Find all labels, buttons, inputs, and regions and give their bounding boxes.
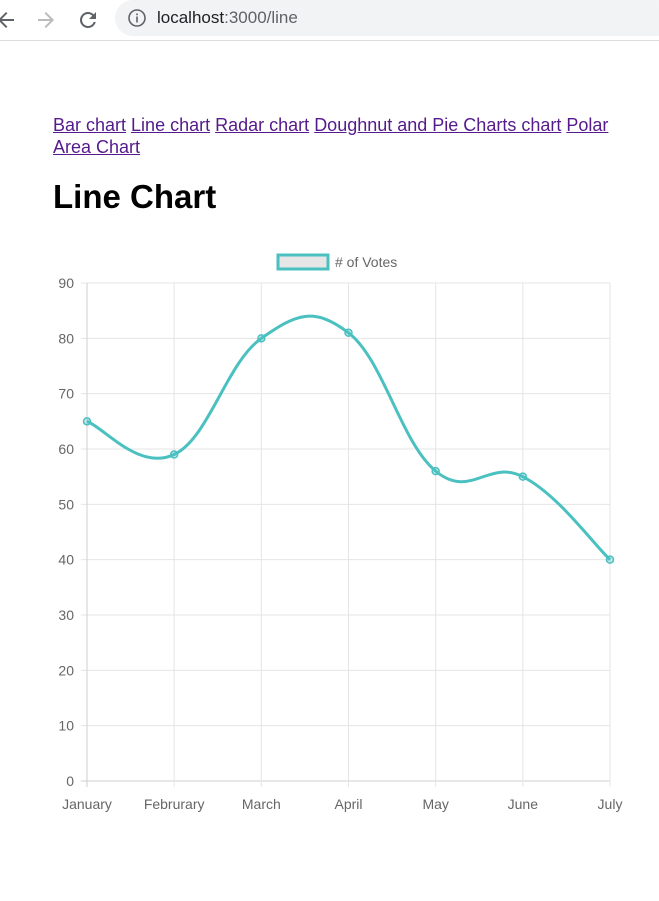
legend-label: # of Votes bbox=[335, 254, 397, 270]
nav-link-bar-chart[interactable]: Bar chart bbox=[53, 115, 127, 135]
url-text[interactable]: localhost:3000/line bbox=[157, 8, 298, 28]
address-bar[interactable] bbox=[115, 0, 659, 36]
y-tick-label: 90 bbox=[58, 275, 74, 291]
chart-grid bbox=[81, 282, 611, 787]
x-tick-label: July bbox=[598, 796, 623, 812]
y-tick-label: 0 bbox=[66, 773, 74, 789]
y-tick-label: 20 bbox=[58, 662, 74, 678]
y-tick-label: 50 bbox=[58, 496, 74, 512]
url-host: localhost bbox=[157, 8, 225, 27]
y-tick-label: 30 bbox=[58, 607, 74, 623]
y-tick-label: 60 bbox=[58, 441, 74, 457]
page-title: Line Chart bbox=[53, 178, 217, 215]
site-info-icon[interactable] bbox=[127, 8, 147, 28]
nav-link-polar-area-chart[interactable]: Polar Area Chart bbox=[53, 115, 609, 157]
data-point[interactable] bbox=[518, 472, 528, 481]
nav-link-line-chart[interactable]: Line chart bbox=[131, 115, 211, 135]
y-tick-label: 10 bbox=[58, 718, 74, 734]
x-tick-label: June bbox=[508, 796, 539, 812]
x-axis-ticks: January Februrary March April May June July bbox=[62, 796, 622, 812]
x-tick-label: Februrary bbox=[144, 796, 205, 812]
x-tick-label: May bbox=[422, 796, 448, 812]
data-point[interactable] bbox=[82, 417, 92, 426]
series-line-votes bbox=[86, 314, 612, 561]
data-point[interactable] bbox=[257, 334, 266, 343]
browser-toolbar: localhost:3000/line bbox=[0, 0, 659, 41]
legend-swatch bbox=[276, 253, 330, 271]
x-tick-label: March bbox=[242, 796, 281, 812]
chart-legend[interactable]: # of Votes bbox=[276, 253, 397, 271]
x-tick-label: January bbox=[62, 796, 112, 812]
data-point[interactable] bbox=[169, 450, 179, 459]
nav-link-radar-chart[interactable]: Radar chart bbox=[215, 115, 310, 135]
data-point[interactable] bbox=[431, 466, 440, 476]
back-arrow-icon[interactable] bbox=[0, 8, 18, 32]
y-tick-label: 70 bbox=[58, 386, 74, 402]
nav-link-doughnut-pie-chart[interactable]: Doughnut and Pie Charts chart bbox=[314, 115, 562, 135]
url-path: :3000/line bbox=[224, 8, 298, 27]
data-point[interactable] bbox=[605, 555, 615, 564]
series-points bbox=[82, 328, 615, 564]
y-axis-ticks: 0 10 20 30 40 50 60 70 80 90 bbox=[58, 275, 74, 789]
chart-nav-links: Bar chart Line chart Radar chart Doughnu… bbox=[53, 114, 613, 158]
y-tick-label: 80 bbox=[58, 330, 74, 346]
y-tick-label: 40 bbox=[58, 552, 74, 568]
forward-arrow-icon[interactable] bbox=[34, 8, 58, 32]
x-tick-label: April bbox=[334, 796, 362, 812]
data-point[interactable] bbox=[344, 328, 353, 338]
reload-icon[interactable] bbox=[76, 8, 100, 32]
